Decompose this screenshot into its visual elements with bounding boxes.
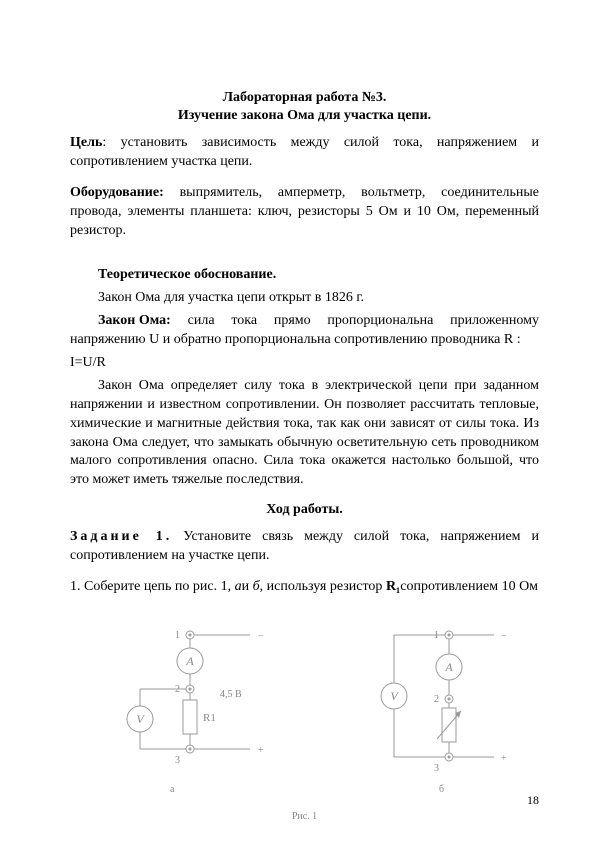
goal-section: Цель: установить зависимость между силой… [70,134,539,172]
svg-text:+: + [501,753,507,764]
theory-heading: Теоретическое обоснование. [70,266,539,285]
circuit-diagrams: 1−A24,5 ВR13+Vа 1−A23+Vб [70,617,539,807]
svg-text:A: A [445,660,454,674]
svg-text:V: V [391,689,400,703]
equipment-paragraph: Оборудование: выпрямитель, амперметр, во… [70,184,539,241]
lab-title: Лабораторная работа №3. [70,90,539,106]
ohm-paragraph: Закон Ома: сила тока прямо пропорциональ… [70,312,539,350]
svg-text:а: а [170,784,175,795]
step1-ital-b: б [253,579,260,594]
procedure-heading: Ход работы. [70,502,539,518]
figure-caption: Рис. 1 [70,811,539,822]
svg-text:1: 1 [175,630,180,641]
svg-text:3: 3 [175,755,180,766]
svg-text:4,5 В: 4,5 В [220,689,242,700]
document-page: Лабораторная работа №3. Изучение закона … [0,0,595,842]
svg-text:V: V [136,712,145,726]
goal-paragraph: Цель: установить зависимость между силой… [70,134,539,172]
goal-text: : установить зависимость между силой ток… [70,135,539,169]
equipment-section: Оборудование: выпрямитель, амперметр, во… [70,184,539,241]
equipment-label: Оборудование: [70,185,164,200]
ohm-formula: I=U/R [70,354,539,373]
svg-text:+: + [258,745,264,756]
circuit-diagram-b: 1−A23+Vб [339,617,519,807]
svg-text:−: − [501,631,507,642]
step1-mid: и [242,579,253,594]
lab-subtitle: Изучение закона Ома для участка цепи. [70,108,539,124]
svg-text:3: 3 [434,763,439,774]
theory-section: Теоретическое обоснование. Закон Ома для… [70,266,539,490]
svg-text:−: − [258,631,264,642]
goal-label: Цель [70,135,102,150]
step1-ital-a: а [235,579,242,594]
step1-pre: 1. Соберите цепь по рис. 1, [70,579,235,594]
task-label: Задание 1. [70,529,172,544]
theory-line1: Закон Ома для участка цепи открыт в 1826… [70,289,539,308]
step1-tail: сопротивлением 10 Ом [400,579,538,594]
step1: 1. Соберите цепь по рис. 1, аи б, исполь… [70,578,539,597]
svg-text:2: 2 [434,694,439,705]
step1-post: , используя резистор [260,579,386,594]
theory-para: Закон Ома определяет силу тока в электри… [70,377,539,490]
svg-text:R1: R1 [203,712,216,724]
svg-text:б: б [439,784,444,795]
task-section: Задание 1. Установите связь между силой … [70,528,539,566]
svg-text:A: A [185,654,194,668]
ohm-label: Закон Ома: [70,312,171,331]
page-number: 18 [527,793,539,808]
circuit-diagram-a: 1−A24,5 ВR13+Vа [90,617,300,807]
step1-r: R₁ [386,579,400,594]
task-paragraph: Задание 1. Установите связь между силой … [70,528,539,566]
